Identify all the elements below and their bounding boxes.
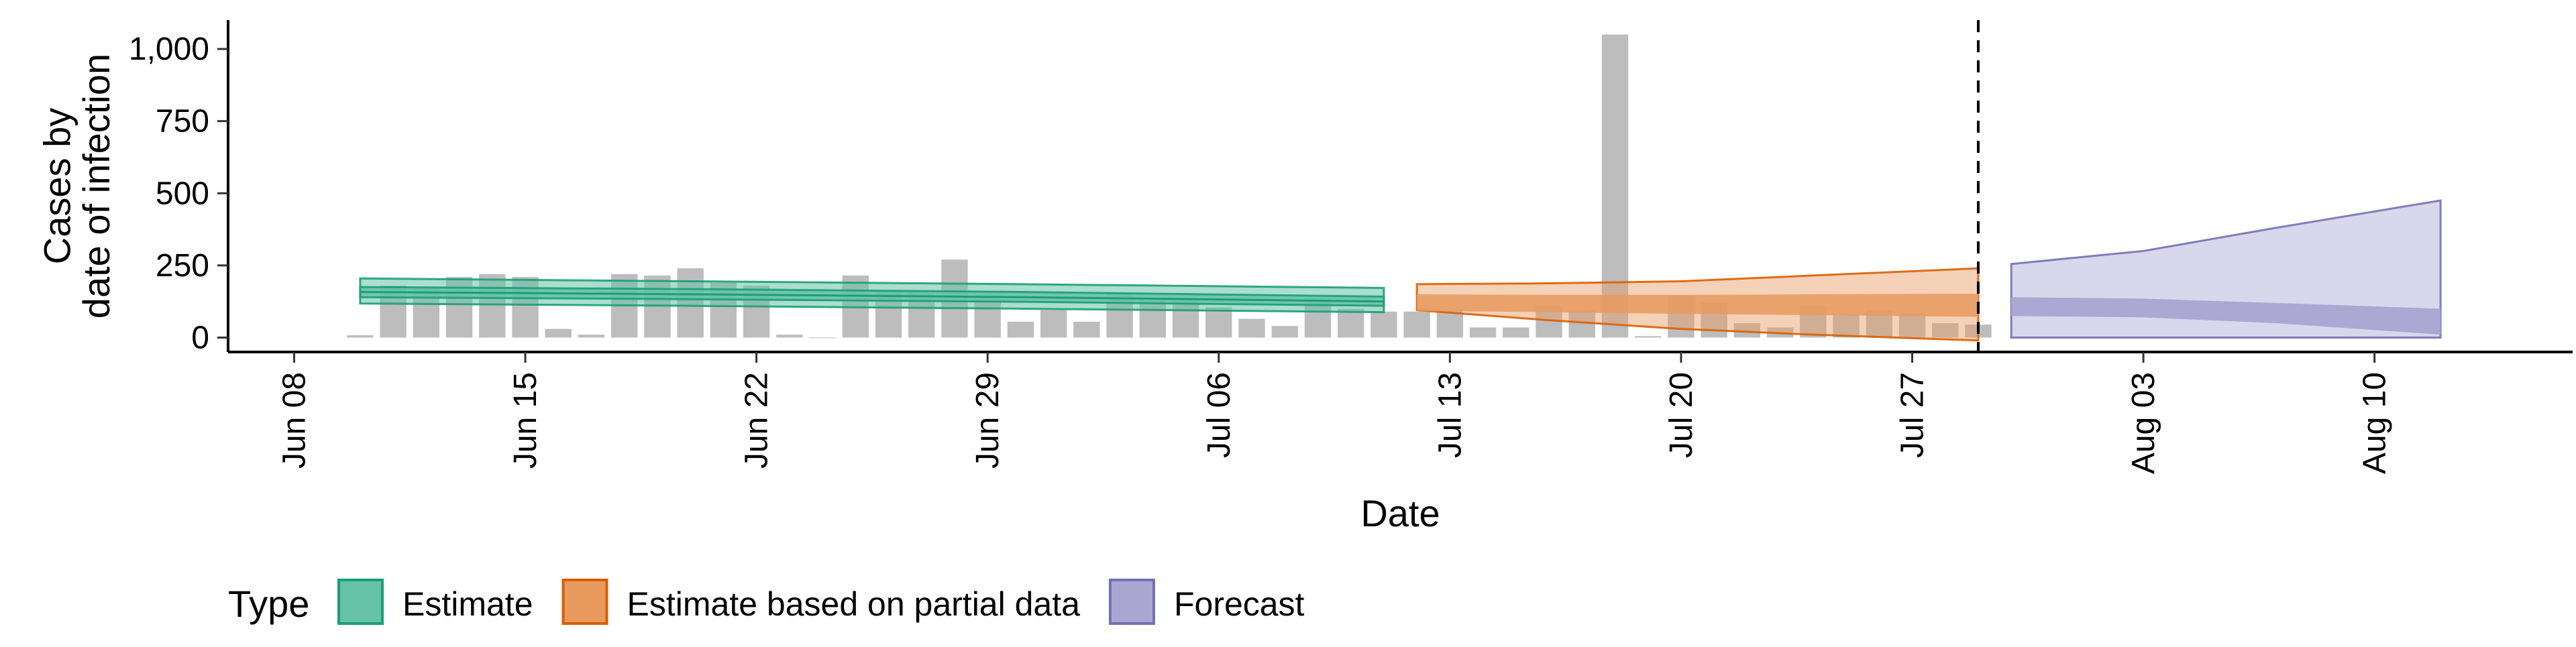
case-bar <box>1601 34 1629 338</box>
case-bar <box>1271 326 1298 338</box>
partial-estimate-inner-band <box>1417 294 1978 317</box>
y-axis-title: Cases bydate of infection <box>36 54 117 318</box>
legend-title: Type <box>228 583 309 625</box>
case-bar <box>809 337 836 339</box>
y-tick-label: 0 <box>191 320 209 355</box>
x-tick-label: Jul 27 <box>1894 372 1930 458</box>
case-bar <box>1733 322 1761 338</box>
case-bar <box>1205 307 1232 338</box>
case-bar <box>1238 318 1265 338</box>
y-tick-label: 500 <box>156 176 209 211</box>
case-bar <box>1073 321 1100 338</box>
case-bar <box>1007 321 1034 338</box>
case-bar <box>1469 327 1497 338</box>
case-bar <box>1040 310 1067 338</box>
case-bar <box>1503 327 1529 338</box>
legend-swatch <box>337 579 384 625</box>
case-bar <box>1833 314 1860 338</box>
y-tick-label: 1,000 <box>129 32 209 67</box>
legend-swatch <box>561 579 608 625</box>
legend: Type Estimate Estimate based on partial da… <box>228 579 1305 625</box>
x-tick-label: Jun 29 <box>970 372 1006 469</box>
x-tick-label: Jun 22 <box>739 372 775 469</box>
y-tick-label: 750 <box>156 104 209 139</box>
case-bar <box>1371 311 1397 338</box>
case-bar <box>1635 336 1662 338</box>
x-tick-label: Aug 03 <box>2126 372 2161 474</box>
case-bar <box>1932 322 1959 338</box>
x-tick-label: Aug 10 <box>2357 372 2393 474</box>
case-bar <box>1898 312 1926 338</box>
y-tick-label: 250 <box>156 248 209 284</box>
x-tick-label: Jul 06 <box>1201 372 1237 458</box>
case-bar <box>578 335 605 338</box>
case-bar <box>1403 311 1430 338</box>
x-tick-label: Jul 13 <box>1432 372 1468 458</box>
forecast-inner-band <box>2011 297 2441 335</box>
case-bar <box>776 335 803 338</box>
x-axis-title: Date <box>1360 492 1440 534</box>
estimate-median-line <box>360 290 1384 303</box>
legend-swatch <box>1108 579 1155 625</box>
axes: 0 250 500 750 1,000 Jun 08 Jun 15 Jun 22 Jun 29 J… <box>36 20 2573 534</box>
legend-label: Estimate <box>402 585 533 623</box>
y-axis-title-line: date of infection <box>75 54 117 318</box>
x-tick-label: Jun 08 <box>276 372 312 469</box>
y-axis-title-line: Cases by <box>36 108 78 264</box>
legend-label: Forecast <box>1174 585 1305 623</box>
x-tick-label: Jun 15 <box>508 372 543 469</box>
legend-label: Estimate based on partial data <box>627 585 1081 623</box>
case-bar <box>545 329 572 338</box>
case-bar <box>1436 310 1464 338</box>
case-bar <box>1337 308 1364 338</box>
case-bar <box>347 335 374 338</box>
estimate-ribbons <box>359 199 2442 342</box>
x-tick-label: Jul 20 <box>1664 372 1699 458</box>
